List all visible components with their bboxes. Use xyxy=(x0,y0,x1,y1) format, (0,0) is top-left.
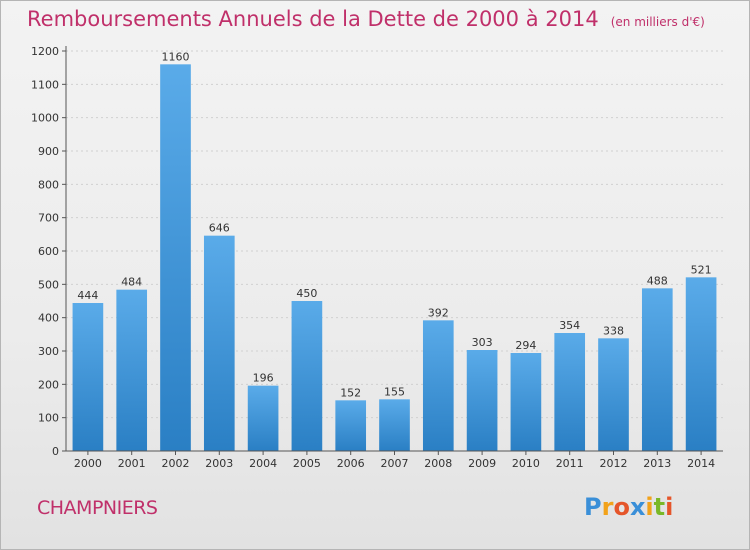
data-label: 152 xyxy=(340,386,361,399)
y-tick-label: 1200 xyxy=(31,45,59,58)
logo-letter: i xyxy=(645,493,654,521)
x-tick-label: 2014 xyxy=(687,457,715,470)
x-tick-label: 2012 xyxy=(600,457,628,470)
data-label: 338 xyxy=(603,324,624,337)
data-label: 450 xyxy=(296,287,317,300)
x-tick-label: 2002 xyxy=(162,457,190,470)
bar xyxy=(598,338,629,451)
y-tick-label: 1000 xyxy=(31,112,59,125)
bar xyxy=(685,277,717,451)
bar xyxy=(422,320,454,451)
proxiti-logo: Proxiti xyxy=(584,493,673,521)
chart-title: Remboursements Annuels de la Dette de 20… xyxy=(27,7,705,31)
y-tick-label: 0 xyxy=(52,445,59,458)
y-tick-label: 300 xyxy=(38,345,59,358)
x-tick-label: 2013 xyxy=(643,457,671,470)
bar xyxy=(466,350,498,451)
bar xyxy=(247,385,279,451)
bar xyxy=(335,400,367,451)
y-tick-label: 400 xyxy=(38,312,59,325)
data-label: 484 xyxy=(121,276,142,289)
bar xyxy=(203,235,235,451)
logo-letter: i xyxy=(665,493,674,521)
data-label: 521 xyxy=(691,263,712,276)
data-label: 392 xyxy=(428,306,449,319)
data-label: 1160 xyxy=(162,50,190,63)
x-tick-label: 2000 xyxy=(74,457,102,470)
logo-letter: t xyxy=(653,493,666,521)
y-tick-label: 900 xyxy=(38,145,59,158)
data-label: 444 xyxy=(77,289,98,302)
y-tick-label: 500 xyxy=(38,278,59,291)
x-tick-label: 2005 xyxy=(293,457,321,470)
data-label: 646 xyxy=(209,222,230,235)
x-tick-label: 2011 xyxy=(556,457,584,470)
labels: 0 100 200 300 400 500 600 700 800 900 1000 1100 1200… xyxy=(31,45,715,470)
x-tick-label: 2004 xyxy=(249,457,277,470)
bar xyxy=(291,301,323,451)
y-tick-label: 600 xyxy=(38,245,59,258)
y-tick-label: 700 xyxy=(38,212,59,225)
data-label: 196 xyxy=(253,372,274,385)
commune-name: CHAMPNIERS xyxy=(37,497,158,519)
y-tick-label: 1100 xyxy=(31,78,59,91)
x-tick-label: 2010 xyxy=(512,457,540,470)
data-label: 354 xyxy=(559,319,580,332)
logo-letter: r xyxy=(601,493,614,521)
x-tick-label: 2003 xyxy=(205,457,233,470)
bar xyxy=(641,288,673,451)
logo-letter: x xyxy=(629,493,646,521)
logo-letter: o xyxy=(613,493,630,521)
axes xyxy=(62,46,723,455)
bar xyxy=(510,353,542,451)
x-tick-label: 2007 xyxy=(381,457,409,470)
bar xyxy=(379,399,410,451)
data-label: 294 xyxy=(515,339,536,352)
bar xyxy=(554,333,586,451)
y-tick-label: 100 xyxy=(38,412,59,425)
bar xyxy=(116,289,148,451)
x-tick-label: 2008 xyxy=(424,457,452,470)
bar xyxy=(72,303,104,451)
bar xyxy=(160,64,191,452)
y-tick-label: 800 xyxy=(38,178,59,191)
chart-subtitle: (en milliers d'€) xyxy=(610,15,705,29)
y-tick-label: 200 xyxy=(38,378,59,391)
chart-title-text: Remboursements Annuels de la Dette de 20… xyxy=(27,7,599,31)
data-label: 303 xyxy=(472,336,493,349)
data-label: 488 xyxy=(647,274,668,287)
x-tick-label: 2009 xyxy=(468,457,496,470)
logo-letter: P xyxy=(584,493,602,521)
x-tick-label: 2001 xyxy=(118,457,146,470)
bars xyxy=(72,64,717,452)
x-tick-label: 2006 xyxy=(337,457,365,470)
data-label: 155 xyxy=(384,385,405,398)
